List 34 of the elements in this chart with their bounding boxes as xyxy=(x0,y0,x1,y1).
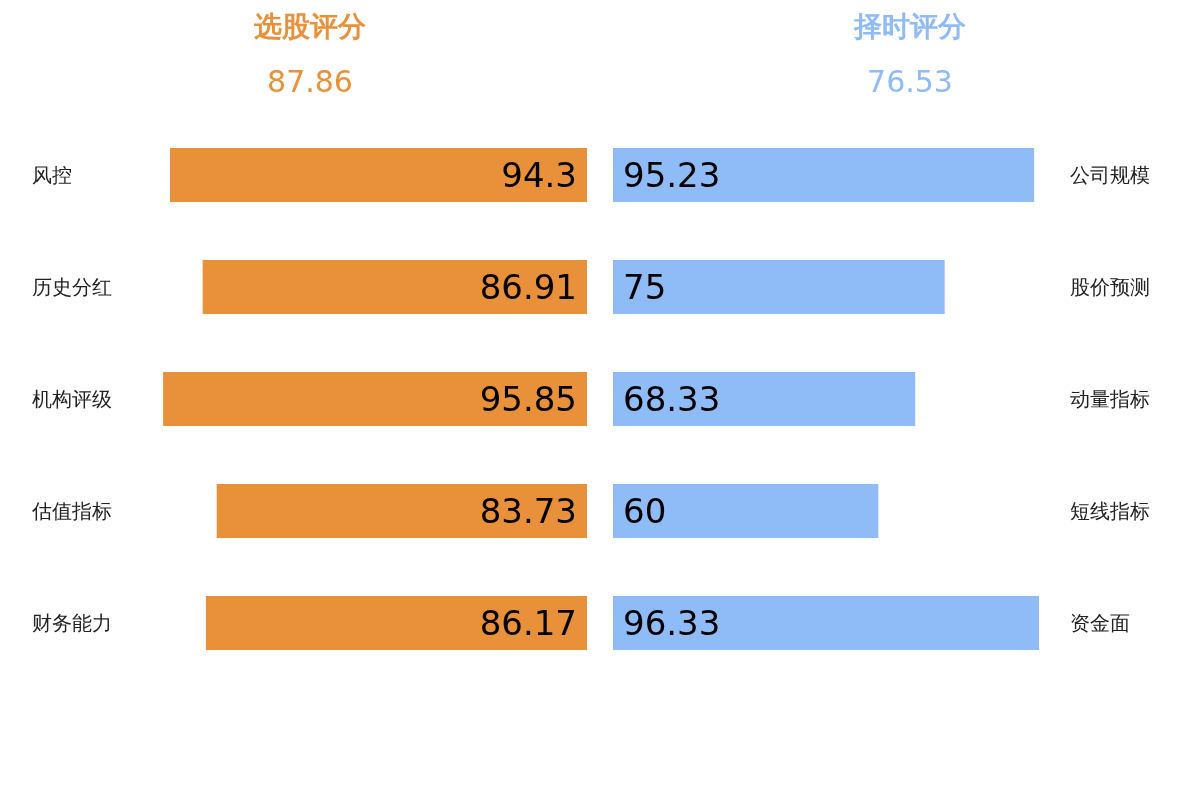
bar xyxy=(613,596,1039,650)
bar xyxy=(613,148,1035,202)
y-tick-label: 动量指标 xyxy=(1070,387,1150,411)
bar xyxy=(613,260,945,314)
y-tick-label: 估值指标 xyxy=(31,499,112,523)
y-tick-label: 财务能力 xyxy=(32,611,112,635)
bar xyxy=(169,148,587,202)
data-label: 68.33 xyxy=(623,379,721,419)
data-label: 83.73 xyxy=(479,491,577,531)
bar xyxy=(613,372,916,426)
y-tick-label: 机构评级 xyxy=(32,387,112,411)
data-label: 94.3 xyxy=(501,155,577,195)
y-tick-label: 股价预测 xyxy=(1070,275,1150,299)
data-label: 86.91 xyxy=(479,267,577,307)
data-label: 95.85 xyxy=(479,379,577,419)
bar xyxy=(205,596,587,650)
bar xyxy=(163,372,587,426)
data-label: 75 xyxy=(623,267,667,307)
bar xyxy=(202,260,587,314)
chart-title: 选股评分 xyxy=(253,10,367,43)
y-tick-label: 风控 xyxy=(32,163,72,187)
bar xyxy=(216,484,587,538)
data-label: 60 xyxy=(623,491,667,531)
y-tick-label: 公司规模 xyxy=(1070,163,1150,187)
bar xyxy=(613,484,879,538)
data-label: 96.33 xyxy=(623,603,721,643)
chart-subtitle: 87.86 xyxy=(267,64,353,99)
y-tick-label: 资金面 xyxy=(1070,611,1130,635)
chart-title: 择时评分 xyxy=(853,10,967,43)
y-tick-label: 历史分红 xyxy=(32,275,112,299)
data-label: 95.23 xyxy=(623,155,721,195)
chart-subtitle: 76.53 xyxy=(867,64,953,99)
y-tick-label: 短线指标 xyxy=(1070,499,1150,523)
data-label: 86.17 xyxy=(479,603,577,643)
